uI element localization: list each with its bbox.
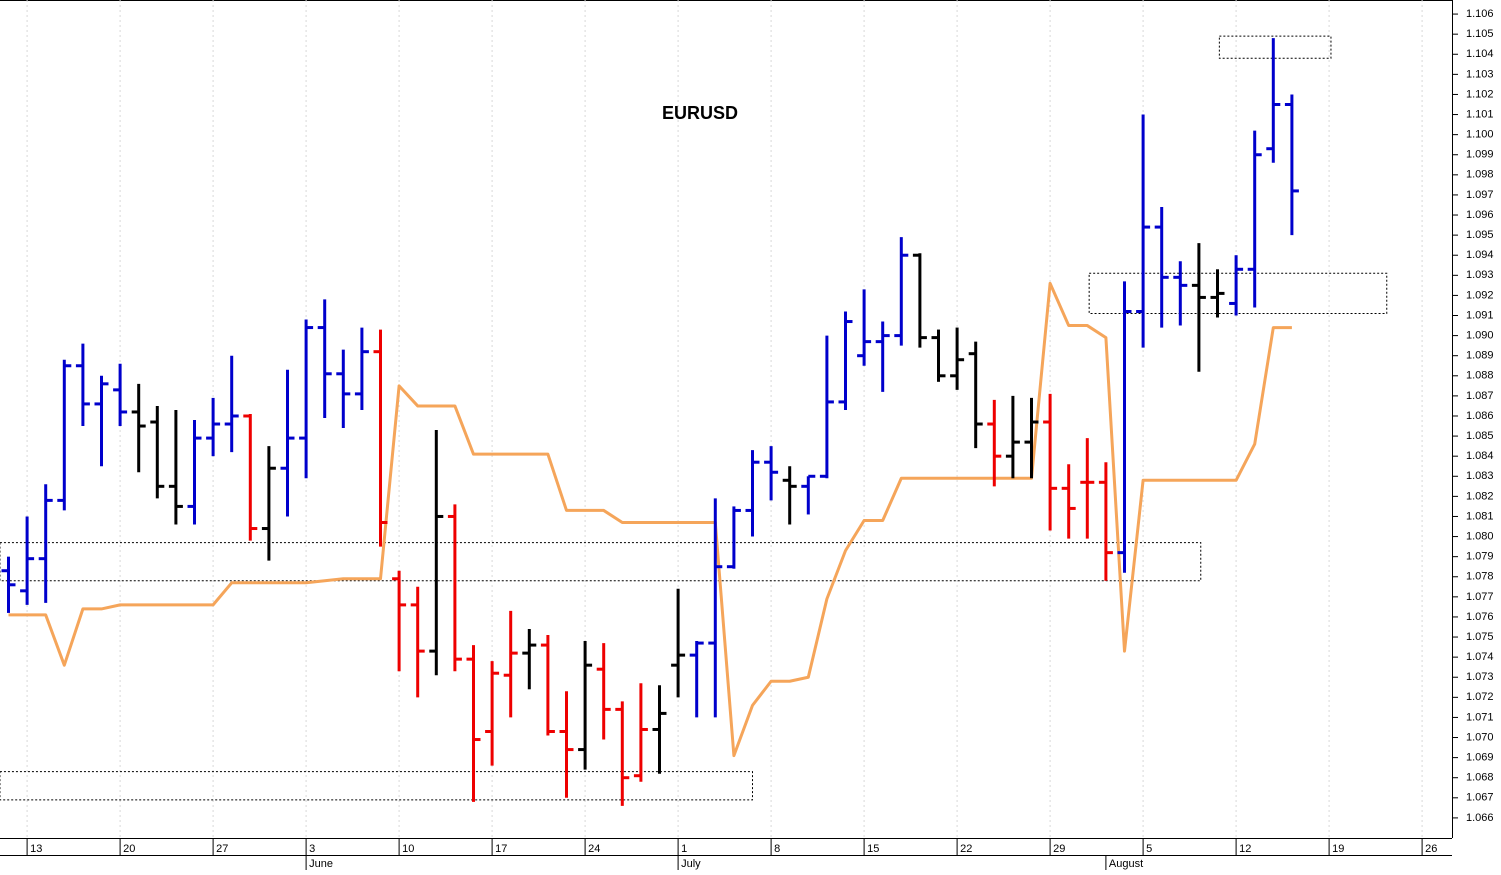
y-tick-label: 1.082	[1466, 490, 1494, 502]
y-tick-label: 1.078	[1466, 571, 1494, 583]
y-tick-label: 1.077	[1466, 591, 1494, 603]
y-tick-label: 1.070	[1466, 731, 1494, 743]
y-tick-label: 1.105	[1466, 28, 1494, 40]
x-tick-label: 1	[681, 843, 687, 855]
y-tick-label: 1.095	[1466, 229, 1494, 241]
x-tick-label: 8	[774, 843, 780, 855]
indicator-line	[8, 281, 1292, 758]
y-tick-label: 1.079	[1466, 551, 1494, 563]
y-tick-label: 1.084	[1466, 450, 1494, 462]
x-tick-label: 10	[402, 843, 414, 855]
y-tick-label: 1.104	[1466, 48, 1494, 60]
y-tick-label: 1.081	[1466, 510, 1494, 522]
chart-title: EURUSD	[662, 103, 738, 123]
y-tick-label: 1.067	[1466, 792, 1494, 804]
x-tick-label: 13	[30, 843, 42, 855]
y-tick-label: 1.097	[1466, 189, 1494, 201]
y-tick-label: 1.092	[1466, 289, 1494, 301]
y-tick-label: 1.086	[1466, 410, 1494, 422]
zone-box	[1088, 272, 1388, 314]
x-tick-label: 15	[867, 843, 879, 855]
y-tick-label: 1.094	[1466, 249, 1494, 261]
y-tick-label: 1.090	[1466, 330, 1494, 342]
y-tick-label: 1.089	[1466, 350, 1494, 362]
y-tick-label: 1.093	[1466, 269, 1494, 281]
y-tick-label: 1.069	[1466, 752, 1494, 764]
y-tick-label: 1.083	[1466, 470, 1494, 482]
x-tick-label: 12	[1239, 843, 1251, 855]
x-tick-label: 29	[1053, 843, 1065, 855]
y-tick-label: 1.087	[1466, 390, 1494, 402]
x-tick-label: 27	[216, 843, 228, 855]
y-tick-label: 1.071	[1466, 711, 1494, 723]
y-tick-label: 1.106	[1466, 8, 1494, 20]
x-tick-label: 20	[123, 843, 135, 855]
zone-box	[0, 771, 754, 801]
month-label: June	[309, 858, 333, 870]
y-tick-label: 1.091	[1466, 309, 1494, 321]
y-tick-label: 1.068	[1466, 772, 1494, 784]
zone-box	[1218, 35, 1332, 59]
y-tick-label: 1.098	[1466, 169, 1494, 181]
x-tick-label: 22	[960, 843, 972, 855]
y-tick-label: 1.085	[1466, 430, 1494, 442]
y-tick-label: 1.073	[1466, 671, 1494, 683]
zone-box	[0, 542, 1202, 582]
y-tick-label: 1.074	[1466, 651, 1494, 663]
x-tick-label: 3	[309, 843, 315, 855]
y-tick-label: 1.066	[1466, 812, 1494, 824]
y-tick-label: 1.101	[1466, 108, 1494, 120]
x-tick-label: 19	[1332, 843, 1344, 855]
month-label: July	[681, 858, 701, 870]
x-tick-label: 26	[1425, 843, 1437, 855]
y-tick-label: 1.076	[1466, 611, 1494, 623]
y-tick-label: 1.099	[1466, 149, 1494, 161]
y-tick-label: 1.080	[1466, 530, 1494, 542]
x-tick-label: 17	[495, 843, 507, 855]
y-tick-label: 1.088	[1466, 370, 1494, 382]
x-tick-label: 24	[588, 843, 600, 855]
month-label: August	[1109, 858, 1143, 870]
y-tick-label: 1.096	[1466, 209, 1494, 221]
y-tick-label: 1.103	[1466, 68, 1494, 80]
y-tick-label: 1.100	[1466, 129, 1494, 141]
y-tick-label: 1.102	[1466, 88, 1494, 100]
y-tick-label: 1.072	[1466, 691, 1494, 703]
x-tick-label: 5	[1146, 843, 1152, 855]
y-tick-label: 1.075	[1466, 631, 1494, 643]
